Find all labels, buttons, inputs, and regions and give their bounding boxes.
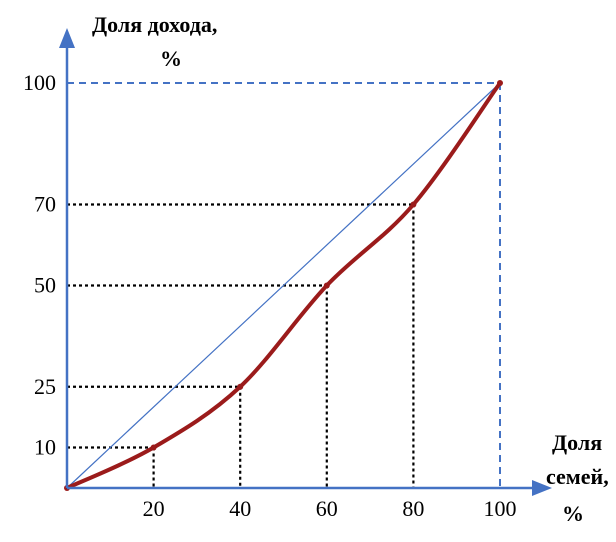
y-axis-arrow-icon: [59, 28, 75, 48]
y-axis-title-line2: %: [160, 46, 182, 71]
y-tick-labels: 10 25 50 70 100: [23, 70, 56, 460]
lorenz-point-5: [497, 80, 503, 86]
frame-lines: [67, 82, 501, 488]
y-tick-label-10: 10: [34, 435, 56, 460]
axes: [59, 28, 552, 496]
y-axis-title-line1: Доля дохода,: [92, 12, 217, 37]
y-tick-label-25: 25: [34, 374, 56, 399]
x-tick-label-80: 80: [402, 496, 424, 521]
y-axis-title: Доля дохода, %: [92, 12, 217, 71]
equality-line: [66, 82, 501, 489]
x-axis-title-line3: %: [562, 501, 584, 526]
x-tick-label-100: 100: [484, 496, 517, 521]
lorenz-point-4: [410, 201, 417, 208]
x-tick-labels: 20 40 60 80 100: [143, 496, 517, 521]
lorenz-point-3: [323, 282, 330, 289]
equality-line-group: [66, 82, 501, 489]
x-tick-label-40: 40: [229, 496, 251, 521]
lorenz-point-2: [237, 383, 244, 390]
guide-lines: [67, 203, 415, 488]
y-tick-label-50: 50: [34, 273, 56, 298]
x-axis-arrow-icon: [532, 480, 552, 496]
x-axis-title-line2: семей,: [546, 464, 609, 489]
lorenz-point-1: [150, 444, 157, 451]
x-axis-title-line1: Доля: [552, 430, 602, 455]
y-tick-label-100: 100: [23, 70, 56, 95]
lorenz-curve-group: [64, 80, 503, 491]
y-tick-label-70: 70: [34, 192, 56, 217]
x-tick-label-60: 60: [316, 496, 338, 521]
x-axis-title: Доля семей, %: [546, 430, 609, 526]
x-tick-label-20: 20: [143, 496, 165, 521]
